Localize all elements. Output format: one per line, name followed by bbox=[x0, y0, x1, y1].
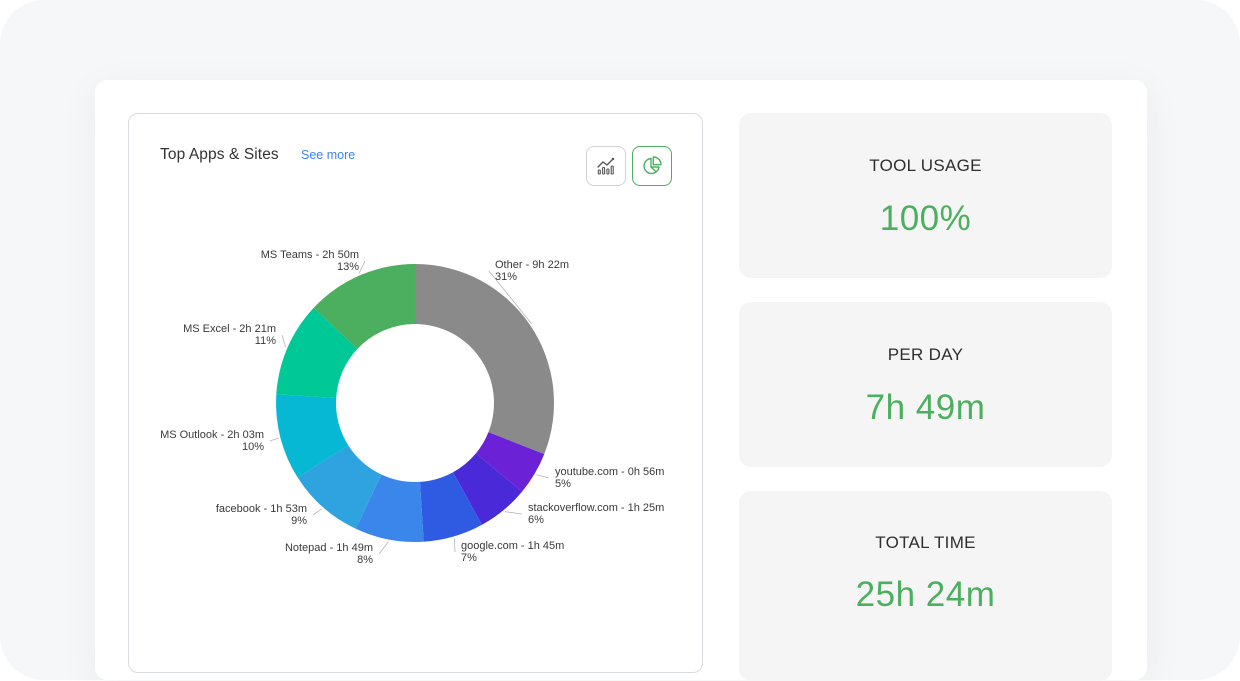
stat-card-per-day: PER DAY 7h 49m bbox=[739, 302, 1112, 467]
top-apps-card: Top Apps & Sites See more bbox=[128, 113, 703, 673]
slice-label-1: youtube.com - 0h 56m bbox=[555, 466, 664, 478]
line-chart-view-button[interactable] bbox=[586, 146, 626, 186]
donut-slice-7[interactable] bbox=[276, 307, 358, 399]
pie-chart-view-icon bbox=[643, 156, 662, 175]
slice-label-5: facebook - 1h 53m bbox=[216, 503, 307, 515]
donut-slice-5[interactable] bbox=[297, 445, 382, 529]
slice-label-6: MS Outlook - 2h 03m bbox=[160, 429, 264, 441]
donut-slice-0[interactable] bbox=[415, 264, 554, 455]
slice-label-0: Other - 9h 22m bbox=[495, 259, 569, 271]
top-apps-title: Top Apps & Sites bbox=[160, 146, 279, 163]
slice-percent-5: 9% bbox=[291, 515, 307, 527]
tool-usage-label: TOOL USAGE bbox=[869, 156, 982, 175]
pie-chart-view-button[interactable] bbox=[632, 146, 672, 186]
total-time-value: 25h 24m bbox=[855, 575, 996, 614]
see-more-link[interactable]: See more bbox=[301, 148, 356, 162]
slice-label-7: MS Excel - 2h 21m bbox=[183, 323, 276, 335]
leader-line-2 bbox=[504, 511, 523, 515]
stat-card-tool-usage: TOOL USAGE 100% bbox=[739, 113, 1112, 278]
total-time-label: TOTAL TIME bbox=[875, 533, 976, 552]
slice-label-4: Notepad - 1h 49m bbox=[285, 542, 373, 554]
line-chart-view-icon bbox=[597, 157, 615, 175]
slice-label-2: stackoverflow.com - 1h 25m bbox=[528, 502, 664, 514]
donut-slice-6[interactable] bbox=[276, 394, 349, 478]
leader-line-0 bbox=[488, 270, 532, 324]
leader-line-4 bbox=[378, 541, 389, 555]
per-day-value: 7h 49m bbox=[865, 388, 986, 427]
slice-percent-0: 31% bbox=[495, 271, 517, 283]
slice-percent-4: 8% bbox=[357, 554, 373, 566]
donut-slice-2[interactable] bbox=[453, 453, 523, 525]
stat-card-total-time: TOTAL TIME 25h 24m bbox=[739, 491, 1112, 681]
leader-line-6 bbox=[269, 437, 279, 442]
slice-percent-2: 6% bbox=[528, 514, 544, 526]
donut-slice-8[interactable] bbox=[313, 264, 415, 349]
leader-line-7 bbox=[281, 334, 286, 348]
tool-usage-value: 100% bbox=[879, 199, 972, 238]
slice-percent-3: 7% bbox=[461, 552, 477, 564]
slice-label-3: google.com - 1h 45m bbox=[461, 540, 564, 552]
slice-percent-7: 11% bbox=[255, 335, 276, 347]
per-day-label: PER DAY bbox=[887, 345, 964, 364]
leader-line-3 bbox=[453, 538, 456, 553]
donut-slice-3[interactable] bbox=[419, 472, 482, 542]
slice-percent-6: 10% bbox=[242, 441, 264, 453]
leader-line-5 bbox=[312, 508, 322, 516]
slice-label-8: MS Teams - 2h 50m bbox=[261, 249, 359, 261]
leader-line-1 bbox=[536, 474, 550, 479]
slice-percent-8: 13% bbox=[337, 261, 359, 273]
donut-slice-4[interactable] bbox=[355, 474, 424, 542]
slice-percent-1: 5% bbox=[555, 478, 571, 490]
leader-line-8 bbox=[358, 260, 366, 274]
donut-slice-1[interactable] bbox=[475, 432, 545, 492]
